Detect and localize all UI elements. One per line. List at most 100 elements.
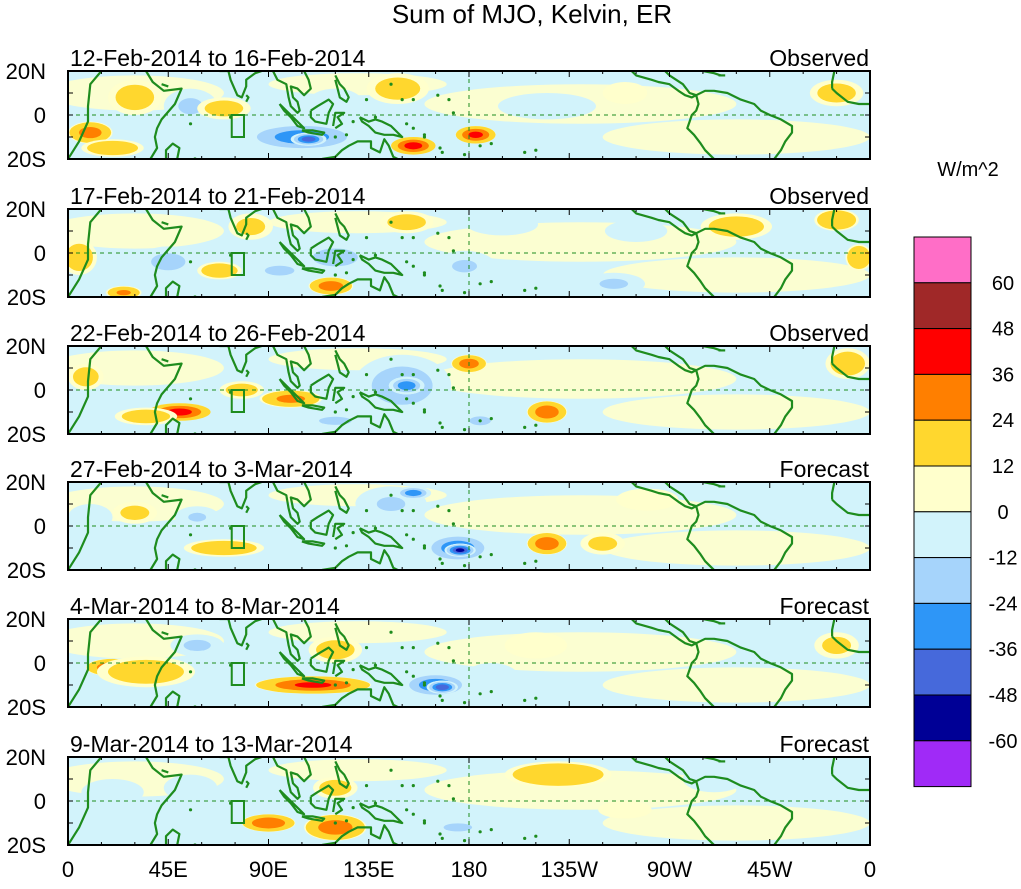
coastline (301, 404, 326, 411)
island (534, 696, 538, 700)
coastline (164, 280, 181, 297)
anomaly-contour (90, 782, 136, 802)
coastline (161, 83, 169, 88)
island (333, 821, 337, 825)
island (451, 522, 456, 526)
colorbar-tick-label: 12 (992, 456, 1014, 478)
island (438, 421, 442, 425)
coastline (161, 358, 169, 363)
colorbar-tick-label: 48 (992, 319, 1014, 341)
island (389, 82, 393, 86)
coastline (321, 138, 399, 159)
coastline (245, 232, 250, 241)
coastline (145, 619, 183, 707)
anomaly-contour (318, 281, 344, 291)
anomaly-contour (515, 97, 579, 115)
coastline (309, 373, 335, 400)
coastline (309, 98, 335, 125)
anomaly-contour (504, 632, 568, 659)
coastline (245, 780, 250, 789)
panel-period-label: 17-Feb-2014 to 21-Feb-2014 (70, 183, 366, 209)
island (188, 808, 193, 812)
anomaly-contour (121, 409, 171, 424)
colorbar-tick-label: 60 (992, 273, 1014, 295)
island (447, 784, 451, 788)
island (438, 832, 442, 836)
colorbar-swatch (913, 511, 972, 559)
island (389, 220, 393, 224)
map-panel: 20N 0 20S 9-Mar-2014 to 13-Mar-2014 Forecast (6, 731, 871, 858)
x-tick-label: 180 (451, 857, 488, 882)
anomaly-contour (90, 393, 136, 409)
anomaly-contour (188, 512, 207, 522)
coastline (334, 760, 350, 789)
coastline (334, 485, 350, 514)
anomaly-field (68, 209, 870, 297)
island (351, 120, 355, 124)
anomaly-contour (68, 350, 224, 386)
island (422, 681, 427, 685)
island (188, 533, 193, 537)
colorbar-swatch (913, 602, 972, 650)
anomaly-contour (822, 636, 852, 654)
island (344, 819, 349, 823)
y-tick-label: 20S (7, 285, 46, 310)
island (447, 646, 451, 650)
coastline (686, 642, 715, 707)
island (411, 126, 415, 130)
coastline (278, 103, 306, 130)
island (462, 839, 467, 843)
island (436, 368, 440, 372)
island (440, 288, 444, 292)
island (364, 98, 369, 102)
island (351, 531, 355, 535)
coastline (309, 236, 335, 263)
anomaly-contour (599, 278, 629, 289)
island (373, 801, 378, 805)
island (373, 526, 378, 530)
anomaly-contour (318, 820, 353, 835)
coastline (309, 784, 335, 811)
island (405, 260, 409, 264)
anomaly-contour (387, 214, 426, 231)
colorbar-tick-label: 0 (997, 502, 1008, 524)
coastlines (68, 346, 870, 434)
coastline (695, 637, 794, 707)
colorbar-tick-label: 24 (992, 410, 1014, 432)
anomaly-contour (301, 136, 316, 142)
island (333, 273, 337, 277)
anomaly-contour (602, 82, 648, 104)
island (422, 546, 427, 550)
coastline (272, 346, 312, 389)
anomaly-contour (424, 495, 737, 535)
colorbar-swatch (913, 740, 972, 788)
island (400, 98, 404, 102)
island (389, 357, 393, 361)
coastline (695, 89, 794, 159)
colorbar-swatch (913, 373, 972, 421)
island (489, 142, 493, 146)
coastline (830, 71, 836, 89)
coastline (630, 482, 698, 510)
anomaly-contour (319, 416, 352, 425)
coastline (68, 757, 103, 845)
island (489, 280, 493, 284)
colorbar-tick-label: -36 (989, 639, 1018, 661)
coastline (321, 276, 399, 297)
island (489, 690, 493, 694)
anomaly-contour (183, 639, 211, 651)
coastline (161, 769, 169, 774)
island (489, 417, 493, 421)
x-tick-label: 45W (747, 857, 792, 882)
coastline (830, 482, 836, 500)
anomaly-contour (602, 394, 870, 430)
island (405, 122, 409, 126)
panel-period-label: 22-Feb-2014 to 26-Feb-2014 (70, 320, 366, 346)
map-panel: 20N 0 20S 4-Mar-2014 to 8-Mar-2014 Forecast (6, 593, 871, 720)
island (405, 397, 409, 401)
coastline (695, 500, 794, 570)
anomaly-contour (602, 805, 870, 841)
anomaly-contour (264, 265, 295, 276)
anomaly-contour (120, 505, 150, 520)
coastline (630, 757, 698, 785)
